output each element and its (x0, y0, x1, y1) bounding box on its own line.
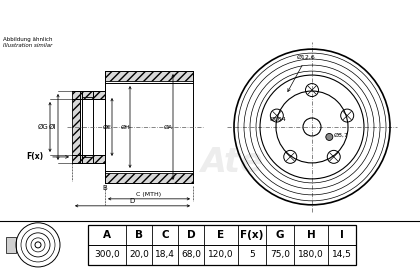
Text: Ø8,7: Ø8,7 (334, 133, 349, 138)
Text: 20,0: 20,0 (129, 250, 149, 259)
Text: G: G (276, 230, 284, 240)
Bar (82, 157, 93, 163)
Text: Ate: Ate (200, 146, 262, 179)
Text: D: D (186, 230, 195, 240)
Text: 14,5: 14,5 (332, 250, 352, 259)
Text: 24.0120-0113.1: 24.0120-0113.1 (112, 8, 258, 26)
Text: ØI: ØI (49, 124, 56, 130)
Bar (105, 173, 193, 183)
Text: C (MTH): C (MTH) (136, 192, 162, 197)
Text: C: C (161, 230, 169, 240)
Text: A: A (103, 230, 111, 240)
Text: B: B (102, 185, 108, 191)
Text: Ø12,6: Ø12,6 (288, 55, 316, 92)
Circle shape (326, 134, 333, 141)
Text: 180,0: 180,0 (298, 250, 324, 259)
Text: E: E (218, 230, 225, 240)
Text: F(x): F(x) (26, 152, 44, 162)
Text: ØG: ØG (37, 124, 48, 130)
Bar (72, 99, 80, 155)
Bar (72, 91, 105, 99)
Text: I: I (340, 230, 344, 240)
Text: 18,4: 18,4 (155, 250, 175, 259)
Bar (105, 71, 193, 81)
Text: ØA: ØA (164, 125, 173, 129)
Bar (88, 225, 356, 265)
Text: 75,0: 75,0 (270, 250, 290, 259)
Text: 120,0: 120,0 (208, 250, 234, 259)
Text: Abbildung ähnlich: Abbildung ähnlich (3, 37, 52, 42)
Text: ØE: ØE (103, 125, 112, 129)
Text: D: D (130, 198, 135, 204)
Text: B: B (135, 230, 143, 240)
Text: Illustration similar: Illustration similar (3, 43, 52, 48)
Bar (72, 155, 105, 163)
Text: 68,0: 68,0 (181, 250, 201, 259)
Text: Ø104: Ø104 (270, 117, 286, 122)
Text: ØH: ØH (120, 125, 130, 129)
Text: 5: 5 (249, 250, 255, 259)
Text: 300,0: 300,0 (94, 250, 120, 259)
Text: F(x): F(x) (240, 230, 264, 240)
Text: H: H (307, 230, 315, 240)
Text: 420113: 420113 (295, 8, 365, 26)
Bar (6, 237, 16, 253)
Bar (82, 91, 93, 97)
